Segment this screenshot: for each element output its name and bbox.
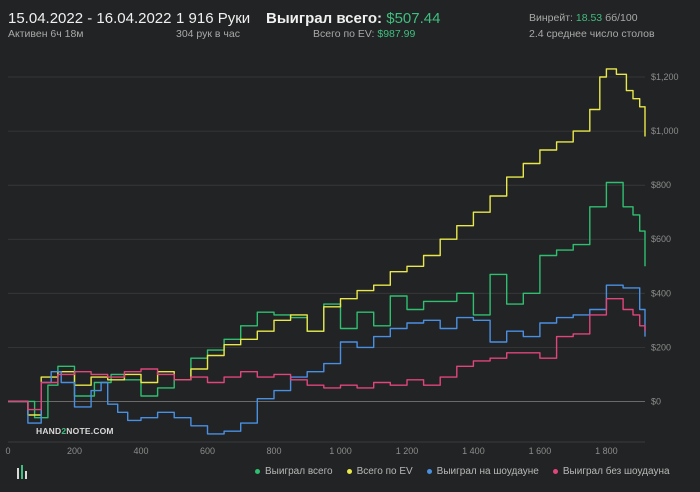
legend-dot-icon <box>255 468 260 474</box>
legend-dot-icon <box>426 468 432 474</box>
y-tick-label: $0 <box>651 396 661 406</box>
legend-item-0[interactable]: Выиграл всего <box>255 466 333 477</box>
hand2note-logo: HAND2NOTE.COM <box>36 426 114 436</box>
y-tick-label: $800 <box>651 180 671 190</box>
x-tick-label: 1 800 <box>595 446 618 456</box>
summary-header: 15.04.2022 - 16.04.2022 Активен 6ч 18м 1… <box>0 0 700 44</box>
winrate-label: Винрейт: <box>529 12 573 24</box>
y-axis-ticks: $0 $200 $400 $600 $800 $1,000 $1,200 <box>651 72 679 406</box>
won-total-label: Выиграл всего: <box>266 10 383 27</box>
hands-per-hour: 304 рук в час <box>176 28 240 40</box>
avg-tables: 2.4 среднее число столов <box>529 28 655 40</box>
chart-grid <box>8 76 645 443</box>
y-tick-label: $600 <box>651 234 671 244</box>
logo-text-c: NOTE.COM <box>66 426 114 436</box>
active-time: Активен 6ч 18м <box>8 28 84 40</box>
y-tick-label: $1,200 <box>651 72 679 82</box>
legend-dot-icon <box>552 468 558 474</box>
winrate: Винрейт: 18.53 бб/100 <box>529 12 638 24</box>
chart-legend: Выиграл всего Всего по EV Выиграл на шоуда… <box>255 466 684 477</box>
ev-total-value: $987.99 <box>377 28 416 40</box>
x-tick-label: 200 <box>67 446 82 456</box>
x-axis-ticks: 0 200 400 600 800 1 000 1 200 1 400 1 600 1 800 <box>5 446 617 456</box>
ev-total-label: Всего по EV: <box>313 28 375 40</box>
x-tick-label: 1 400 <box>462 446 485 456</box>
legend-item-1[interactable]: Всего по EV <box>346 466 413 477</box>
legend-item-3[interactable]: Выиграл без шоудауна <box>552 466 670 477</box>
y-tick-label: $200 <box>651 342 671 352</box>
winnings-line-chart: $0 $200 $400 $600 $800 $1,000 $1,200 0 200 400 60… <box>5 68 679 456</box>
legend-label: Выиграл без шоудауна <box>562 466 670 477</box>
x-tick-label: 1 000 <box>329 446 352 456</box>
winrate-value: 18.53 <box>575 12 603 24</box>
legend-label: Выиграл на шоудауне <box>436 466 539 477</box>
ev-total: Всего по EV: $987.99 <box>313 28 415 40</box>
logo-mark-icon <box>16 418 32 479</box>
x-tick-label: 1 600 <box>529 446 552 456</box>
date-range: 15.04.2022 - 16.04.2022 <box>8 10 172 27</box>
legend-item-2[interactable]: Выиграл на шоудауне <box>426 466 539 477</box>
legend-dot-icon <box>346 468 352 474</box>
logo-text-b: 2 <box>61 426 67 436</box>
won-total: Выиграл всего: $507.44 <box>266 10 440 27</box>
hands-count: 1 916 Руки <box>176 10 251 27</box>
winrate-unit: бб/100 <box>605 12 638 24</box>
legend-label: Всего по EV <box>356 466 413 477</box>
x-tick-label: 600 <box>200 446 215 456</box>
series-line-2 <box>8 284 646 435</box>
x-tick-label: 0 <box>5 446 10 456</box>
y-tick-label: $1,000 <box>651 126 679 136</box>
x-tick-label: 1 200 <box>396 446 419 456</box>
series-line-3 <box>8 298 646 411</box>
won-total-value: $507.44 <box>386 10 441 27</box>
y-tick-label: $400 <box>651 288 671 298</box>
logo-text-a: HAND <box>36 426 62 436</box>
legend-label: Выиграл всего <box>265 466 333 477</box>
x-tick-label: 800 <box>266 446 281 456</box>
chart-series <box>8 68 646 435</box>
x-tick-label: 400 <box>133 446 148 456</box>
